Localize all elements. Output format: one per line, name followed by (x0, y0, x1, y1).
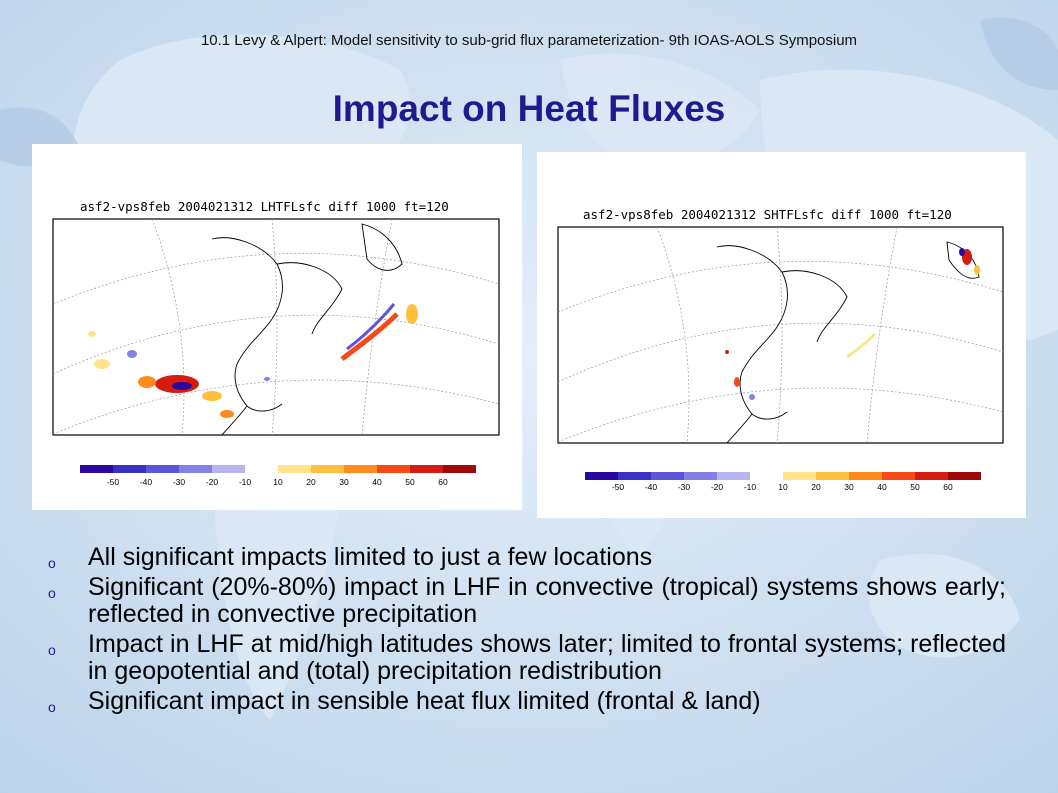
colorbar-segment (849, 472, 882, 480)
bullet-item: o Significant (20%-80%) impact in LHF in … (48, 574, 1006, 628)
colorbar-segment (278, 465, 311, 473)
colorbar-segment (717, 472, 750, 480)
lhtfl-plot-title: asf2-vps8feb 2004021312 LHTFLsfc diff 10… (80, 199, 449, 214)
colorbar-segment (344, 465, 377, 473)
colorbar-tick-label: 40 (877, 482, 887, 492)
lhtfl-diff-map-panel: asf2-vps8feb 2004021312 LHTFLsfc diff 10… (32, 144, 522, 510)
lhtfl-colorbar-labels: -50 -40 -30 -20 -10 10 20 30 40 50 60 (32, 477, 522, 489)
bullet-item: o Impact in LHF at mid/high latitudes sho… (48, 631, 1006, 685)
lhtfl-colorbar (80, 465, 476, 473)
colorbar-tick-label: -30 (172, 477, 186, 487)
colorbar-segment (377, 465, 410, 473)
colorbar-segment (948, 472, 981, 480)
bullet-list: o All significant impacts limited to just… (48, 544, 1006, 718)
bullet-item: o Significant impact in sensible heat flu… (48, 687, 1006, 716)
colorbar-tick-label: 20 (811, 482, 821, 492)
shtfl-diff-map-panel: asf2-vps8feb 2004021312 SHTFLsfc diff 10… (537, 152, 1026, 518)
colorbar-tick-label: 30 (844, 482, 854, 492)
colorbar-tick-label: -30 (677, 482, 691, 492)
colorbar-tick-label: 60 (438, 477, 448, 487)
colorbar-tick-label: 50 (910, 482, 920, 492)
colorbar-tick-label: -20 (205, 477, 219, 487)
shtfl-colorbar (585, 472, 981, 480)
colorbar-segment (882, 472, 915, 480)
colorbar-segment (585, 472, 618, 480)
colorbar-segment (179, 465, 212, 473)
colorbar-tick-label: 20 (306, 477, 316, 487)
bullet-item: o All significant impacts limited to just… (48, 543, 1006, 572)
colorbar-segment (212, 465, 245, 473)
bullet-text: Significant (20%-80%) impact in LHF in c… (88, 573, 1006, 628)
colorbar-tick-label: 10 (778, 482, 788, 492)
colorbar-segment (311, 465, 344, 473)
colorbar-segment (410, 465, 443, 473)
colorbar-tick-label: 30 (339, 477, 349, 487)
colorbar-tick-label: -40 (139, 477, 153, 487)
bullet-marker: o (48, 585, 56, 601)
shtfl-map (557, 226, 1004, 480)
colorbar-tick-label: -10 (238, 477, 252, 487)
colorbar-segment (783, 472, 816, 480)
colorbar-segment (245, 465, 278, 473)
colorbar-tick-label: 60 (943, 482, 953, 492)
colorbar-segment (915, 472, 948, 480)
bullet-marker: o (48, 555, 56, 571)
colorbar-segment (113, 465, 146, 473)
colorbar-tick-label: -50 (106, 477, 120, 487)
colorbar-segment (618, 472, 651, 480)
colorbar-tick-label: -40 (644, 482, 658, 492)
colorbar-segment (651, 472, 684, 480)
colorbar-tick-label: -10 (743, 482, 757, 492)
bullet-text: Impact in LHF at mid/high latitudes show… (88, 630, 1006, 685)
slide-title: Impact on Heat Fluxes (332, 88, 726, 129)
lhtfl-map (52, 218, 500, 473)
bullet-marker: o (48, 699, 56, 715)
colorbar-segment (443, 465, 476, 473)
shtfl-plot-title: asf2-vps8feb 2004021312 SHTFLsfc diff 10… (583, 207, 952, 222)
colorbar-tick-label: 10 (273, 477, 283, 487)
colorbar-tick-label: 40 (372, 477, 382, 487)
colorbar-segment (750, 472, 783, 480)
bullet-text: Significant impact in sensible heat flux… (88, 687, 761, 715)
colorbar-segment (684, 472, 717, 480)
slide-header: 10.1 Levy & Alpert: Model sensitivity to… (200, 32, 858, 49)
colorbar-tick-label: 50 (405, 477, 415, 487)
bullet-text: All significant impacts limited to just … (88, 543, 653, 571)
colorbar-segment (80, 465, 113, 473)
colorbar-segment (816, 472, 849, 480)
colorbar-segment (146, 465, 179, 473)
colorbar-tick-label: -20 (710, 482, 724, 492)
shtfl-colorbar-labels: -50 -40 -30 -20 -10 10 20 30 40 50 60 (537, 482, 1026, 494)
colorbar-tick-label: -50 (611, 482, 625, 492)
bullet-marker: o (48, 642, 56, 658)
